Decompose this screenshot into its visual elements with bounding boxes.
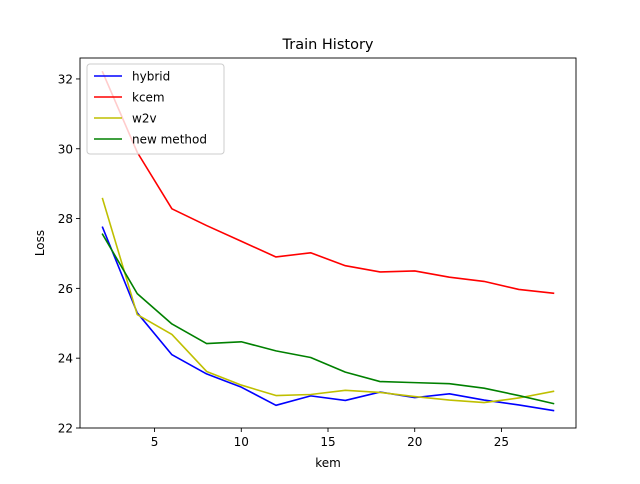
axes-layer: 5 10 15 20 25 22 24 26 28 30 32 xyxy=(58,57,577,449)
legend-label: hybrid xyxy=(132,70,170,84)
x-tick-label: 15 xyxy=(320,435,335,449)
x-tick-label: 5 xyxy=(151,435,159,449)
legend-label: kcem xyxy=(132,91,165,105)
y-tick-label: 28 xyxy=(58,212,73,226)
series-line-new-method xyxy=(101,233,555,405)
series-line-hybrid xyxy=(101,226,555,412)
y-axis-label: Loss xyxy=(33,230,47,256)
y-tick-label: 32 xyxy=(58,72,73,86)
x-tick-label: 20 xyxy=(407,435,422,449)
series-line-kcem xyxy=(101,70,555,295)
series-line-w2v xyxy=(101,197,555,404)
x-tick-label: 10 xyxy=(234,435,249,449)
legend-label: new method xyxy=(132,133,207,147)
y-tick-label: 22 xyxy=(58,422,73,436)
legend-box xyxy=(86,63,225,155)
y-tick-label: 26 xyxy=(58,282,73,296)
legend: hybrid kcem w2v new method xyxy=(86,63,225,155)
x-axis-label: kem xyxy=(315,456,341,470)
y-tick-label: 24 xyxy=(58,352,73,366)
x-tick-label: 25 xyxy=(494,435,509,449)
series-layer xyxy=(101,70,555,412)
legend-label: w2v xyxy=(132,112,157,126)
y-tick-label: 30 xyxy=(58,142,73,156)
chart-title: Train History xyxy=(282,37,374,53)
